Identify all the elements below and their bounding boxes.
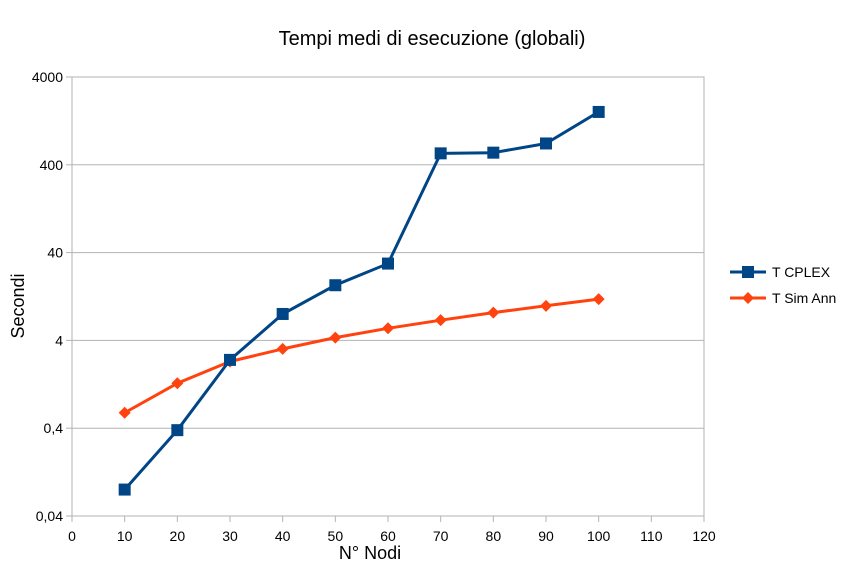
x-tick-label: 60 [380, 528, 396, 544]
data-point-t-sim-ann [434, 314, 447, 327]
x-tick-label: 80 [486, 528, 502, 544]
legend: T CPLEX T Sim Ann [730, 264, 836, 306]
series-t-sim-ann [118, 293, 605, 419]
x-tick-label: 20 [170, 528, 186, 544]
legend-item-t-sim-ann: T Sim Ann [730, 290, 836, 306]
x-tick-label: 10 [117, 528, 133, 544]
series-line-t-sim-ann [123, 297, 599, 415]
x-tick-label: 40 [275, 528, 291, 544]
data-point-t-sim-ann [276, 342, 289, 355]
y-axis-title: Secondi [8, 273, 28, 338]
data-point-t-sim-ann [171, 377, 184, 390]
data-point-t-sim-ann [329, 331, 342, 344]
x-tick-label: 90 [538, 528, 554, 544]
data-point-t-sim-ann [118, 406, 131, 419]
data-point-t-sim-ann [382, 322, 394, 335]
data-point-t-cplex [487, 146, 500, 159]
y-tick-label: 400 [40, 157, 64, 173]
grid [72, 76, 704, 517]
x-tick-label: 120 [692, 528, 716, 544]
data-point-t-cplex [540, 137, 552, 150]
x-tick-label: 100 [587, 528, 611, 544]
legend-marker [742, 266, 754, 278]
y-tick-label: 0,4 [44, 420, 64, 436]
data-point-t-cplex [382, 257, 394, 270]
y-tick-label: 0,04 [36, 508, 63, 524]
data-point-t-cplex [224, 353, 236, 366]
data-point-t-sim-ann [487, 306, 500, 319]
series-line-t-cplex [123, 110, 600, 491]
legend-label: T Sim Ann [772, 290, 836, 306]
y-axis-ticks: 0,04 0,4 4 40 400 4000 [32, 69, 72, 524]
y-tick-label: 4 [55, 332, 63, 348]
data-point-t-cplex [118, 483, 131, 496]
plot-frame [71, 76, 705, 517]
data-point-t-cplex [329, 279, 342, 292]
data-point-t-sim-ann [592, 293, 605, 306]
x-axis-title: N° Nodi [339, 543, 401, 563]
x-tick-label: 0 [68, 528, 76, 544]
data-point-t-cplex [171, 424, 184, 437]
x-axis-ticks: 0 10 20 30 40 50 60 70 80 90 100 110 120 [68, 516, 716, 544]
x-tick-label: 70 [433, 528, 449, 544]
data-point-t-sim-ann [540, 299, 552, 312]
x-tick-label: 50 [328, 528, 344, 544]
series-t-cplex [118, 105, 605, 496]
y-tick-label: 4000 [32, 69, 63, 85]
legend-label: T CPLEX [772, 264, 831, 280]
series-layer [118, 105, 605, 496]
legend-item-t-cplex: T CPLEX [730, 264, 831, 280]
data-point-t-cplex [276, 307, 289, 320]
chart-title: Tempi medi di esecuzione (globali) [279, 28, 586, 50]
data-point-t-cplex [434, 147, 447, 160]
x-tick-label: 30 [222, 528, 238, 544]
y-tick-label: 40 [47, 245, 63, 261]
x-tick-label: 110 [640, 528, 663, 544]
data-point-t-cplex [592, 105, 605, 118]
legend-marker [742, 292, 754, 304]
